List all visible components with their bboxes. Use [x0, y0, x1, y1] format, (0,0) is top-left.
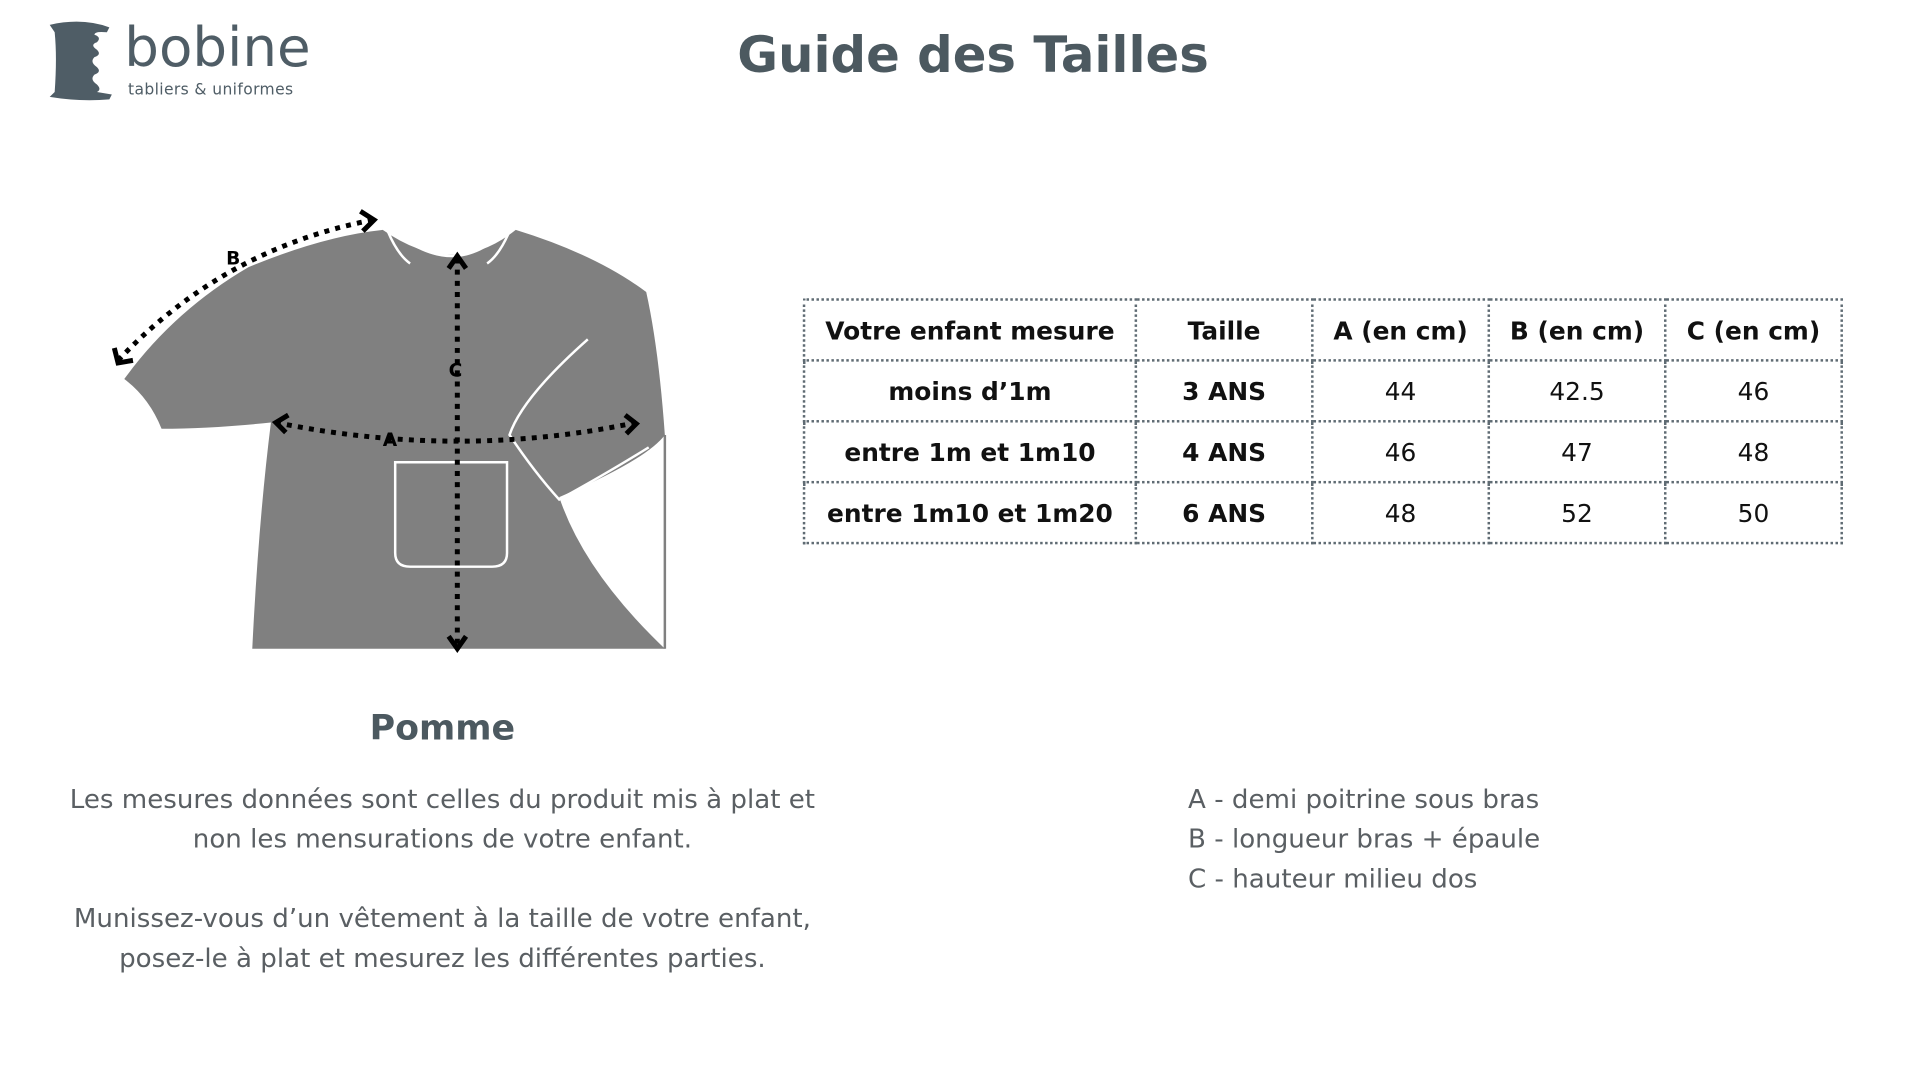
table-row: entre 1m et 1m10 4 ANS 46 47 48 [802, 420, 1843, 484]
cell: 47 [1487, 420, 1667, 484]
label-c: C [449, 361, 463, 382]
cell: moins d’1m [802, 359, 1138, 423]
legend-item-c: C - hauteur milieu dos [1188, 863, 1478, 894]
legend-item-b: B - longueur bras + épaule [1188, 823, 1541, 854]
col-header: B (en cm) [1487, 298, 1667, 362]
col-header: Votre enfant mesure [802, 298, 1138, 362]
garment-diagram: B A C [111, 209, 667, 654]
page-title: Guide des Tailles [737, 27, 1209, 85]
size-table: Votre enfant mesure Taille A (en cm) B (… [802, 298, 1843, 545]
spool-icon [49, 21, 112, 101]
table-header-row: Votre enfant mesure Taille A (en cm) B (… [802, 298, 1843, 362]
cell: 50 [1664, 480, 1843, 545]
legend-item-a: A - demi poitrine sous bras [1188, 784, 1540, 814]
brand-tagline: tabliers & uniformes [128, 79, 294, 99]
cell: 48 [1311, 480, 1491, 545]
cell: 46 [1664, 359, 1843, 423]
product-name: Pomme [369, 707, 516, 749]
cell: 6 ANS [1134, 480, 1314, 545]
col-header: C (en cm) [1664, 298, 1843, 362]
cell: 4 ANS [1134, 420, 1314, 484]
cell: 52 [1487, 480, 1667, 545]
note-line: posez-le à plat et mesurez les différent… [119, 943, 766, 974]
label-b: B [226, 249, 240, 270]
cell: 48 [1664, 420, 1843, 484]
cell: 44 [1311, 359, 1491, 423]
col-header: A (en cm) [1311, 298, 1491, 362]
table-row: moins d’1m 3 ANS 44 42.5 46 [802, 359, 1843, 423]
table-row: entre 1m10 et 1m20 6 ANS 48 52 50 [802, 480, 1843, 545]
cell: 42.5 [1487, 359, 1667, 423]
col-header: Taille [1134, 298, 1314, 362]
garment-shape [124, 229, 665, 649]
label-a: A [383, 430, 398, 451]
note-line: Les mesures données sont celles du produ… [69, 784, 816, 814]
cell: 46 [1311, 420, 1491, 484]
cell: 3 ANS [1134, 359, 1314, 423]
brand-name: bobine [124, 16, 311, 80]
cell: entre 1m10 et 1m20 [802, 480, 1138, 545]
cell: entre 1m et 1m10 [802, 420, 1138, 484]
note-line: Munissez-vous d’un vêtement à la taille … [73, 903, 811, 934]
note-line: non les mensurations de votre enfant. [192, 823, 693, 854]
